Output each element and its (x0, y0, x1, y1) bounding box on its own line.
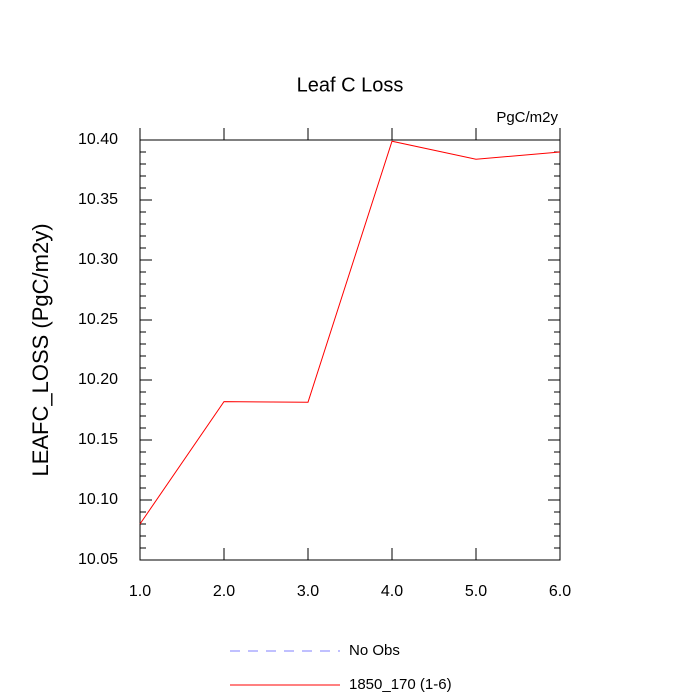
x-tick-label: 4.0 (381, 583, 403, 600)
y-axis-label: LEAFC_LOSS (PgC/m2y) (28, 223, 53, 476)
y-tick-label: 10.05 (78, 551, 118, 568)
y-tick-label: 10.20 (78, 371, 118, 388)
y-tick-label: 10.25 (78, 311, 118, 328)
y-tick-label: 10.35 (78, 191, 118, 208)
legend-label: 1850_170 (1-6) (349, 676, 452, 693)
units-label: PgC/m2y (496, 109, 558, 126)
y-tick-label: 10.10 (78, 491, 118, 508)
plot-frame (139, 139, 561, 561)
x-tick-label: 5.0 (465, 583, 487, 600)
x-tick-label: 2.0 (213, 583, 235, 600)
chart-title: Leaf C Loss (297, 74, 404, 96)
x-tick-label: 6.0 (549, 583, 571, 600)
x-tick-label: 1.0 (129, 583, 151, 600)
y-tick-label: 10.30 (78, 251, 118, 268)
legend-label: No Obs (349, 642, 400, 659)
data-line (139, 140, 561, 525)
y-tick-label: 10.40 (78, 131, 118, 148)
y-tick-label: 10.15 (78, 431, 118, 448)
x-tick-label: 3.0 (297, 583, 319, 600)
